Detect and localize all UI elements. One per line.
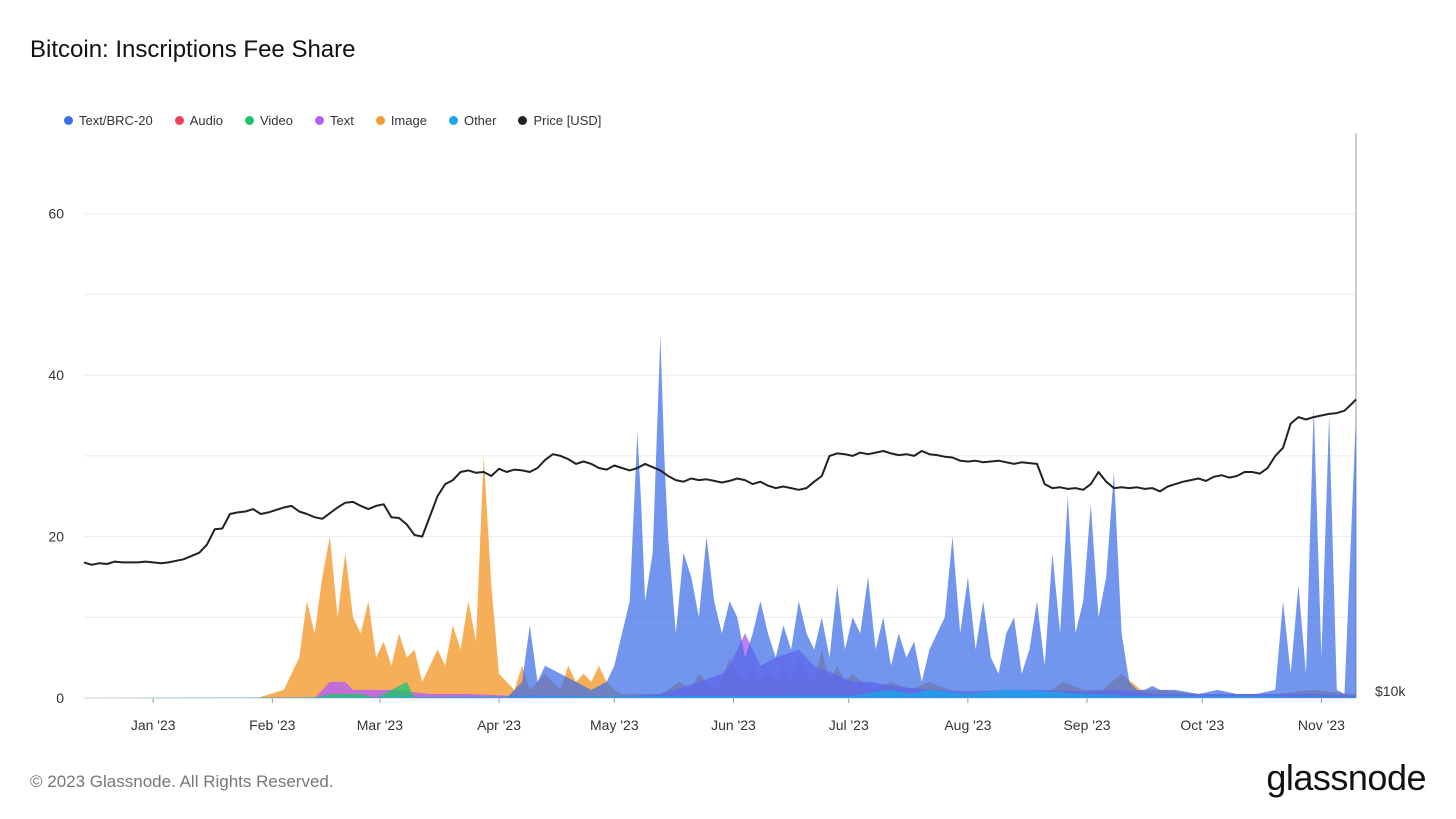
- area-series-text-brc-20: [84, 334, 1356, 698]
- y-tick-label: 0: [56, 690, 64, 706]
- legend-label: Other: [463, 113, 497, 128]
- legend-label: Image: [390, 113, 427, 128]
- y-tick-label: 60: [48, 206, 64, 222]
- price-line: [83, 398, 1357, 566]
- x-tick-label: Mar '23: [357, 717, 403, 733]
- legend-dot-icon: [314, 116, 324, 125]
- y-tick-label: 20: [48, 529, 64, 545]
- x-tick-label: Sep '23: [1063, 717, 1110, 733]
- y-tick-label: 40: [48, 367, 64, 383]
- legend-label: Audio: [189, 113, 223, 128]
- x-tick-label: Apr '23: [477, 717, 521, 733]
- legend-dot-icon: [448, 116, 458, 125]
- area-series-other: [84, 689, 1356, 698]
- x-tick-label: Jun '23: [711, 717, 756, 733]
- legend-item[interactable]: Audio: [174, 113, 223, 128]
- y2-axis-label: $10k: [1375, 683, 1406, 699]
- x-tick-label: Oct '23: [1180, 717, 1224, 733]
- legend-label: Text: [329, 113, 354, 128]
- legend-item[interactable]: Image: [375, 113, 427, 128]
- legend-item[interactable]: Text: [314, 113, 354, 128]
- x-tick-label: Feb '23: [249, 717, 295, 733]
- legend-item[interactable]: Video: [244, 113, 293, 128]
- chart-title: Bitcoin: Inscriptions Fee Share: [30, 36, 356, 63]
- x-tick-label: Nov '23: [1298, 717, 1345, 733]
- legend-item[interactable]: Text/BRC-20: [64, 113, 153, 128]
- legend-item[interactable]: Other: [448, 113, 497, 128]
- x-tick-label: May '23: [590, 717, 639, 733]
- glassnode-logo: glassnode: [1266, 757, 1426, 798]
- legend-label: Price [USD]: [533, 113, 602, 128]
- copyright-text: © 2023 Glassnode. All Rights Reserved.: [30, 772, 334, 791]
- x-tick-label: Aug '23: [944, 717, 991, 733]
- chart-legend: Text/BRC-20 Audio Video Text Image Other Price…: [64, 113, 623, 128]
- legend-dot-icon: [518, 116, 528, 125]
- legend-item[interactable]: Price [USD]: [518, 113, 601, 128]
- legend-label: Text/BRC-20: [79, 113, 153, 128]
- legend-dot-icon: [64, 116, 73, 125]
- legend-dot-icon: [244, 116, 254, 125]
- legend-label: Video: [259, 113, 293, 128]
- x-tick-label: Jul '23: [829, 717, 869, 733]
- area-series-video: [84, 681, 1356, 698]
- legend-dot-icon: [174, 116, 184, 125]
- x-tick-label: Jan '23: [131, 717, 176, 733]
- legend-dot-icon: [375, 116, 385, 125]
